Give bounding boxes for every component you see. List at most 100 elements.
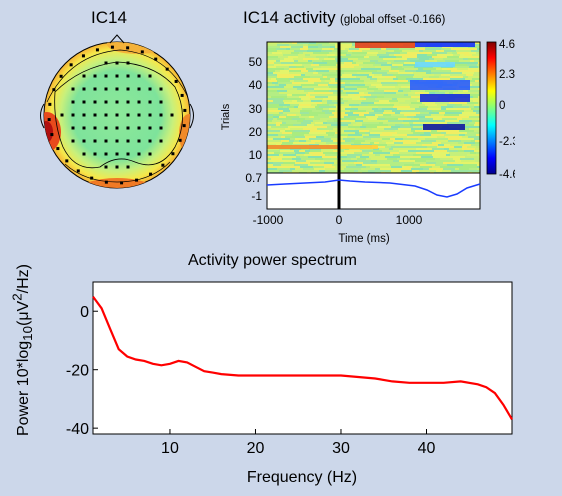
heatmap-cell bbox=[373, 152, 390, 154]
heatmap-cell bbox=[272, 82, 278, 84]
heatmap-cell bbox=[372, 144, 387, 146]
erp-trace-tick: -1 bbox=[251, 189, 262, 203]
electrode-marker bbox=[148, 74, 152, 78]
heatmap-cell bbox=[397, 82, 406, 84]
heatmap-cell bbox=[306, 140, 311, 142]
heatmap-cell bbox=[393, 148, 400, 150]
heatmap-cell bbox=[368, 92, 384, 94]
heatmap-cell bbox=[279, 154, 283, 156]
heatmap-cell bbox=[346, 54, 351, 56]
heatmap-cell bbox=[267, 130, 280, 132]
heatmap-cell bbox=[277, 90, 287, 92]
heatmap-cell bbox=[463, 58, 468, 60]
heatmap-cell bbox=[373, 120, 383, 122]
heatmap-cell bbox=[295, 168, 303, 170]
heatmap-cell bbox=[367, 88, 372, 90]
heatmap-cell bbox=[429, 168, 436, 170]
heatmap-cell bbox=[436, 168, 443, 170]
heatmap-cell bbox=[380, 136, 395, 138]
heatmap-cell bbox=[339, 152, 344, 154]
heatmap-cell bbox=[474, 106, 480, 108]
heatmap-cell bbox=[267, 126, 271, 128]
heatmap-cell bbox=[271, 158, 282, 160]
heatmap-cell bbox=[468, 90, 480, 92]
heatmap-cell bbox=[267, 42, 277, 44]
heatmap-cell bbox=[427, 158, 435, 160]
heatmap-cell bbox=[318, 72, 330, 74]
heatmap-cell bbox=[386, 48, 399, 50]
heatmap-cell bbox=[303, 78, 320, 80]
heatmap-cell bbox=[398, 100, 405, 102]
heatmap-cell bbox=[447, 150, 458, 152]
electrode-marker bbox=[82, 100, 86, 104]
heatmap-cell bbox=[308, 80, 314, 82]
heatmap-cell bbox=[394, 60, 410, 62]
heatmap-cell bbox=[303, 52, 313, 54]
heatmap-cell bbox=[287, 96, 299, 98]
heatmap-cell bbox=[440, 158, 453, 160]
heatmap-cell bbox=[463, 164, 477, 166]
heatmap-cell bbox=[413, 76, 422, 78]
heatmap-cell bbox=[350, 96, 360, 98]
x-tick-label: 20 bbox=[247, 440, 265, 457]
heatmap-cell bbox=[384, 90, 398, 92]
heatmap-cell bbox=[329, 108, 345, 110]
heatmap-cell bbox=[267, 142, 282, 144]
heatmap-cell bbox=[419, 50, 423, 52]
heatmap-cell bbox=[410, 124, 426, 126]
heatmap-cell bbox=[267, 54, 283, 56]
heatmap-cell bbox=[431, 70, 446, 72]
heatmap-cell bbox=[354, 142, 361, 144]
heatmap-cell bbox=[360, 78, 370, 80]
heatmap-cell bbox=[317, 128, 333, 130]
heatmap-cell bbox=[413, 126, 424, 128]
heatmap-cell bbox=[370, 78, 377, 80]
heatmap-cell bbox=[275, 70, 280, 72]
heatmap-cell bbox=[299, 150, 305, 152]
heatmap-cell bbox=[321, 66, 326, 68]
heatmap-cell bbox=[423, 52, 432, 54]
heatmap-cell bbox=[379, 148, 389, 150]
heatmap-cell bbox=[366, 110, 374, 112]
heatmap-cell bbox=[375, 164, 390, 166]
heatmap-cell bbox=[304, 134, 311, 136]
heatmap-cell bbox=[415, 104, 425, 106]
erp-xtick: 1000 bbox=[396, 213, 423, 227]
heatmap-cell bbox=[459, 132, 467, 134]
heatmap-cell bbox=[381, 68, 391, 70]
heatmap-cell bbox=[277, 80, 290, 82]
heatmap-cell bbox=[334, 114, 348, 116]
heatmap-cell bbox=[327, 122, 344, 124]
heatmap-cell bbox=[459, 114, 463, 116]
heatmap-cell bbox=[427, 54, 437, 56]
heatmap-cell bbox=[324, 136, 339, 138]
heatmap-cell bbox=[377, 80, 394, 82]
heatmap-cell bbox=[294, 80, 308, 82]
heatmap-cell bbox=[305, 74, 322, 76]
heatmap-cell bbox=[425, 60, 437, 62]
erp-xtick: 0 bbox=[336, 213, 343, 227]
heatmap-cell bbox=[396, 56, 402, 58]
heatmap-cell bbox=[459, 56, 471, 58]
heatmap-cell bbox=[352, 50, 362, 52]
heatmap-cell bbox=[292, 82, 300, 84]
heatmap-cell bbox=[294, 60, 298, 62]
heatmap-cell bbox=[467, 132, 480, 134]
heatmap-cell bbox=[328, 68, 341, 70]
heatmap-cell bbox=[369, 56, 379, 58]
heatmap-cell bbox=[458, 90, 463, 92]
electrode-marker bbox=[93, 126, 97, 130]
electrode-marker bbox=[148, 139, 152, 143]
heatmap-cell bbox=[382, 132, 397, 134]
heatmap-cell bbox=[362, 50, 375, 52]
heatmap-cell bbox=[402, 66, 414, 68]
heatmap-cell bbox=[411, 96, 420, 98]
heatmap-cell bbox=[471, 50, 479, 52]
heatmap-cell bbox=[290, 48, 300, 50]
heatmap-cell bbox=[312, 60, 322, 62]
heatmap-cell bbox=[323, 76, 327, 78]
heatmap-cell bbox=[410, 60, 419, 62]
heatmap-cell bbox=[296, 160, 306, 162]
heatmap-cell bbox=[446, 132, 459, 134]
heatmap-cell bbox=[322, 102, 327, 104]
